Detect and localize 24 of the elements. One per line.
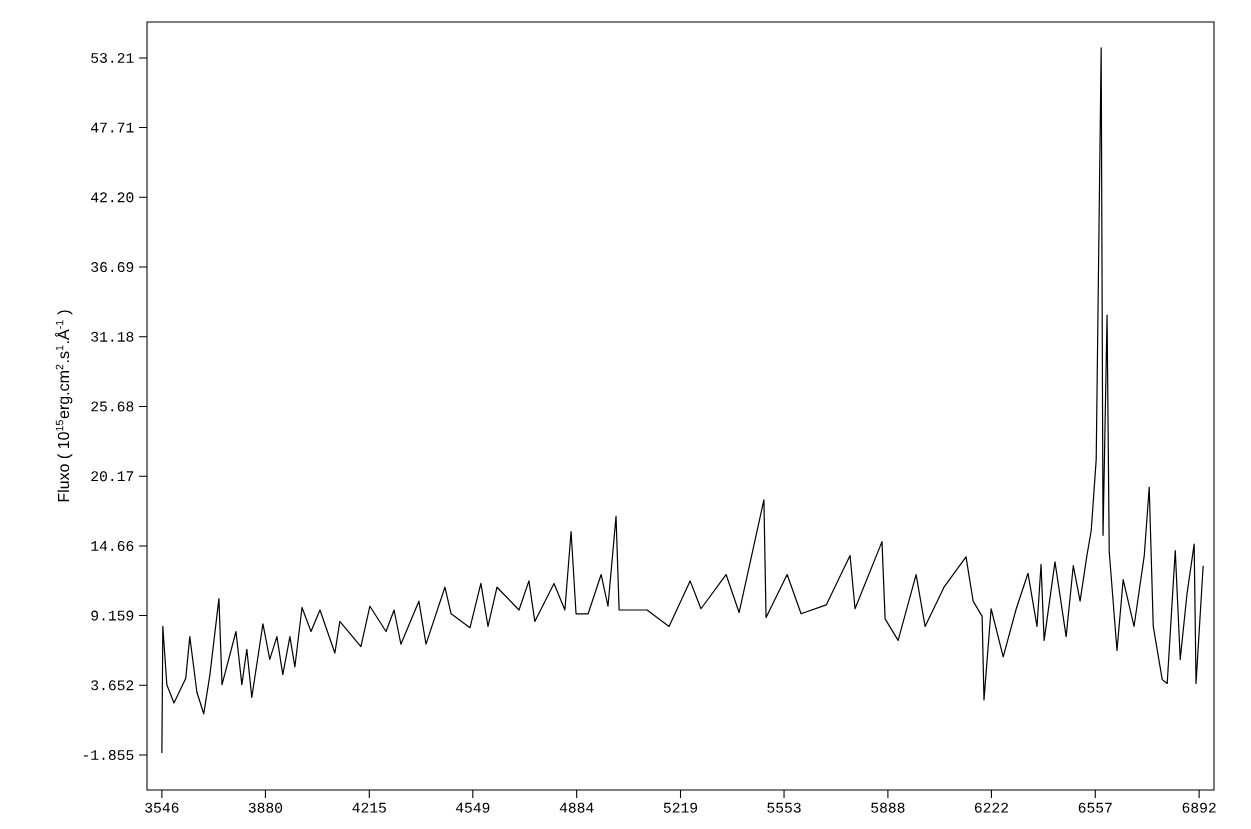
line-series xyxy=(161,47,1204,754)
x-tick-label: 6892 xyxy=(1182,802,1216,813)
x-tick-label: 5219 xyxy=(663,802,698,813)
y-tick-label: 47.71 xyxy=(91,122,134,133)
x-tick-label: 4549 xyxy=(455,802,490,813)
x-tick-label: 4884 xyxy=(559,802,594,813)
y-tick-label: 9.159 xyxy=(91,610,134,621)
y-tick-label: 53.21 xyxy=(91,52,134,63)
y-tick-label: 3.652 xyxy=(91,680,134,691)
y-tick-label: 20.17 xyxy=(91,471,134,482)
y-tick-label: 36.69 xyxy=(91,262,134,273)
y-tick-label: 14.66 xyxy=(91,540,134,551)
x-tick-label: 3546 xyxy=(145,802,179,813)
x-tick-label: 4215 xyxy=(352,802,386,813)
x-tick-label: 5888 xyxy=(871,802,905,813)
y-tick-label: 25.68 xyxy=(91,401,134,412)
x-tick-label: 5553 xyxy=(767,802,801,813)
x-tick-label: 3880 xyxy=(248,802,283,813)
x-tick-label: 6222 xyxy=(974,802,1008,813)
y-tick-label: -1.855 xyxy=(83,750,134,760)
y-tick-label: 42.20 xyxy=(91,192,134,203)
text: Fluxo ( 10$^{15}$erg.cm$^{2}$.s$^{1}$.Å$^{-1}$ ) xyxy=(55,310,73,502)
y-tick-label: 31.18 xyxy=(91,331,134,342)
x-tick-label: 6557 xyxy=(1078,802,1112,813)
